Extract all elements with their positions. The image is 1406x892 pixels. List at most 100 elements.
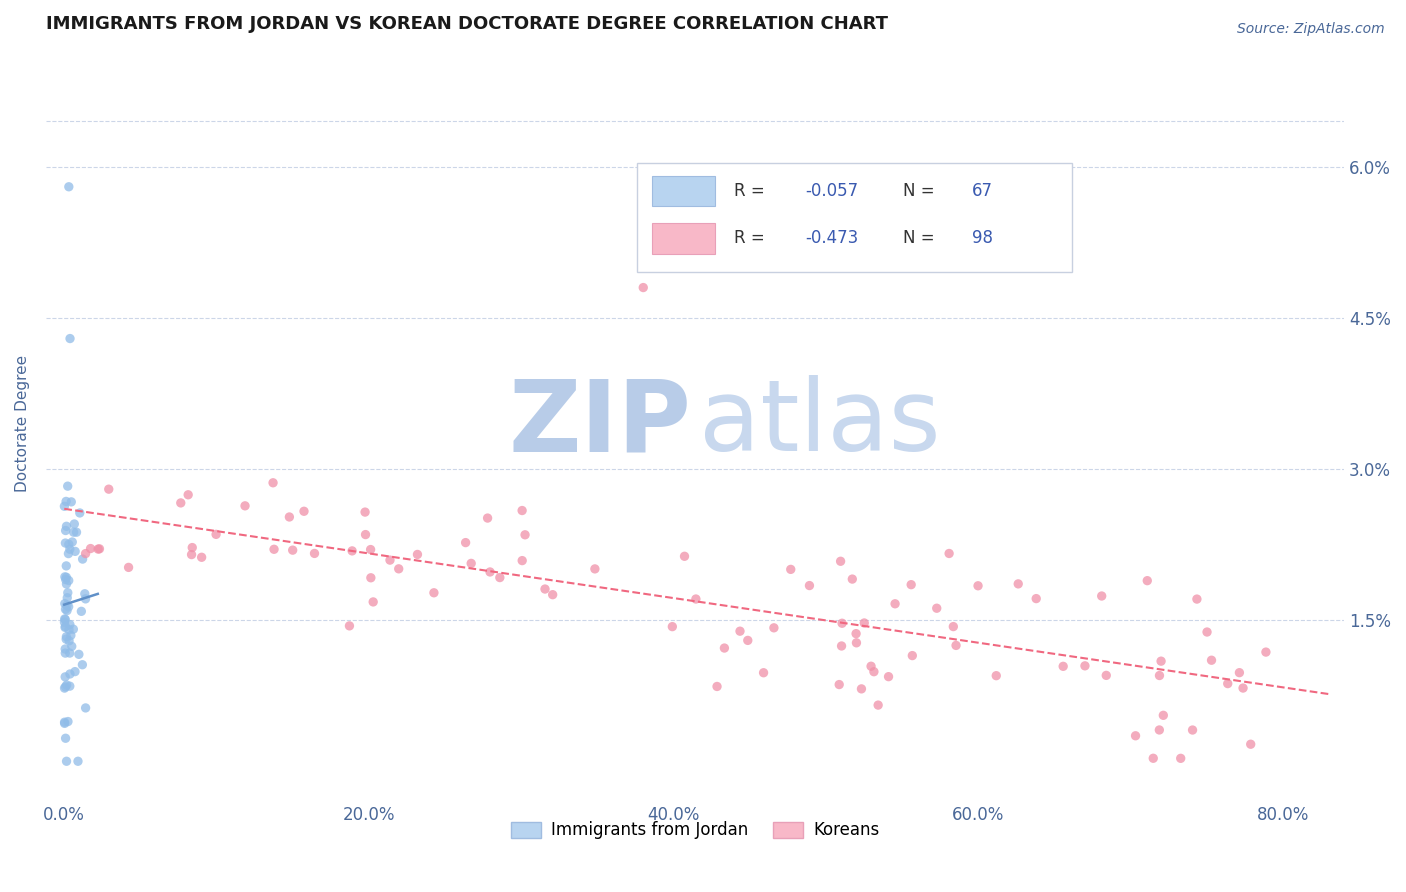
- Point: [58, 633, 80, 648]
- Point: [900, 577, 922, 591]
- Point: [56, 591, 79, 605]
- Point: [59, 628, 82, 642]
- Point: [55, 630, 77, 644]
- Point: [59, 332, 82, 346]
- Point: [70, 604, 93, 618]
- Point: [1195, 625, 1218, 640]
- Point: [986, 668, 1008, 682]
- Point: [406, 548, 429, 562]
- Point: [53, 570, 76, 584]
- Point: [1181, 723, 1204, 737]
- Point: [841, 572, 863, 586]
- Point: [877, 670, 900, 684]
- Point: [55, 570, 77, 584]
- Point: [53, 620, 76, 634]
- FancyBboxPatch shape: [637, 163, 1071, 272]
- Point: [53, 642, 76, 657]
- Text: -0.057: -0.057: [806, 182, 859, 200]
- Point: [53, 646, 76, 660]
- Point: [170, 496, 193, 510]
- Text: 98: 98: [972, 229, 993, 247]
- Point: [56, 585, 79, 599]
- Text: N =: N =: [903, 182, 939, 200]
- Point: [479, 565, 502, 579]
- Point: [354, 527, 377, 541]
- Point: [56, 603, 79, 617]
- Point: [53, 670, 76, 684]
- Point: [55, 680, 77, 694]
- Point: [69, 506, 91, 520]
- Point: [967, 579, 990, 593]
- Point: [53, 681, 76, 695]
- Point: [1125, 729, 1147, 743]
- Point: [863, 665, 886, 679]
- Point: [851, 681, 873, 696]
- Point: [58, 179, 80, 194]
- Point: [89, 541, 111, 556]
- Point: [633, 280, 655, 294]
- Point: [55, 524, 77, 538]
- Point: [339, 619, 361, 633]
- Point: [87, 542, 110, 557]
- Point: [534, 582, 557, 596]
- Point: [945, 639, 967, 653]
- Point: [55, 573, 77, 587]
- Point: [361, 595, 384, 609]
- Point: [1052, 659, 1074, 673]
- Point: [63, 544, 86, 558]
- Text: IMMIGRANTS FROM JORDAN VS KOREAN DOCTORATE DEGREE CORRELATION CHART: IMMIGRANTS FROM JORDAN VS KOREAN DOCTORA…: [46, 15, 889, 33]
- Point: [205, 527, 228, 541]
- Point: [477, 511, 499, 525]
- Point: [779, 562, 801, 576]
- Legend: Immigrants from Jordan, Koreans: Immigrants from Jordan, Koreans: [505, 814, 886, 847]
- Point: [661, 620, 683, 634]
- Point: [55, 678, 77, 692]
- Point: [1216, 676, 1239, 690]
- Point: [828, 677, 851, 691]
- Point: [1142, 751, 1164, 765]
- Point: [799, 578, 821, 592]
- Point: [901, 648, 924, 663]
- Point: [79, 541, 101, 556]
- Point: [73, 587, 96, 601]
- Point: [62, 622, 84, 636]
- Point: [1185, 592, 1208, 607]
- Point: [59, 617, 82, 632]
- Point: [884, 597, 907, 611]
- Point: [541, 588, 564, 602]
- Point: [53, 597, 76, 611]
- Point: [673, 549, 696, 564]
- Point: [59, 667, 82, 681]
- Point: [59, 646, 82, 660]
- Point: [853, 615, 876, 630]
- Text: R =: R =: [734, 229, 770, 247]
- Point: [53, 715, 76, 730]
- Point: [1091, 589, 1114, 603]
- Point: [72, 657, 94, 672]
- Point: [58, 623, 80, 637]
- Point: [938, 546, 960, 560]
- Point: [58, 547, 80, 561]
- Point: [1201, 653, 1223, 667]
- FancyBboxPatch shape: [652, 223, 714, 253]
- Point: [55, 619, 77, 633]
- Point: [60, 640, 83, 654]
- Point: [1149, 723, 1171, 737]
- Text: N =: N =: [903, 229, 939, 247]
- Point: [177, 488, 200, 502]
- Point: [55, 731, 77, 746]
- Point: [65, 525, 87, 540]
- Point: [55, 754, 77, 768]
- Point: [72, 552, 94, 566]
- Point: [59, 542, 82, 557]
- Point: [510, 553, 533, 567]
- Point: [510, 503, 533, 517]
- FancyBboxPatch shape: [652, 176, 714, 206]
- Point: [58, 599, 80, 614]
- Point: [53, 612, 76, 626]
- Point: [55, 536, 77, 550]
- Point: [55, 558, 77, 573]
- Point: [233, 499, 256, 513]
- Point: [1240, 737, 1263, 751]
- Point: [181, 541, 204, 555]
